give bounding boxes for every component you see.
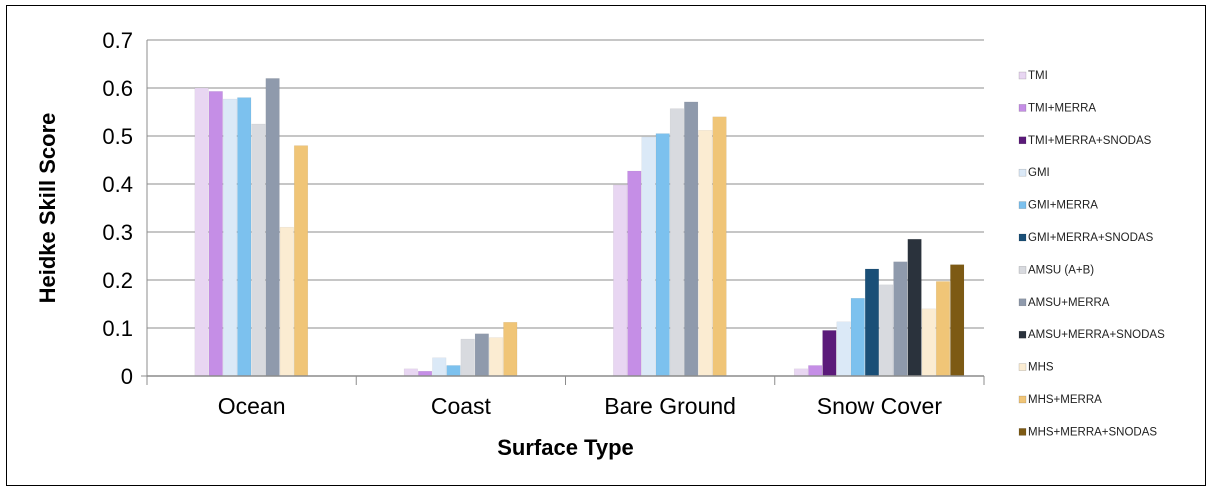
bar	[432, 357, 447, 377]
bar	[655, 133, 670, 377]
chart-frame: 0 0.1 0.2 0.3 0.4 0.5 0.6 0.7 Ocean Coast Bare Gr…	[6, 5, 1206, 486]
bar	[503, 321, 518, 377]
bar	[698, 129, 713, 377]
x-category-label: Bare Ground	[604, 393, 736, 419]
bar	[850, 297, 865, 377]
bar	[460, 338, 475, 377]
x-axis-title: Surface Type	[497, 435, 634, 460]
legend-label: TMI	[1028, 70, 1048, 82]
legend-swatch	[1018, 298, 1027, 307]
legend-swatch	[1018, 266, 1027, 274]
legend-label: TMI+MERRA	[1028, 102, 1096, 114]
bar	[194, 87, 209, 377]
legend-swatch	[1018, 136, 1027, 145]
bar	[208, 91, 223, 377]
y-tick-labels: 0 0.1 0.2 0.3 0.4 0.5 0.6 0.7	[102, 28, 133, 389]
bar	[808, 365, 823, 377]
y-axis-title: Heidke Skill Score	[35, 113, 60, 304]
legend-swatch	[1018, 168, 1027, 177]
bar	[265, 78, 280, 377]
x-category-labels: Ocean Coast Bare Ground Snow Cover	[218, 393, 943, 419]
bar	[712, 116, 727, 377]
legend-swatch	[1018, 104, 1027, 112]
bar	[935, 281, 951, 377]
x-category-label: Snow Cover	[817, 393, 943, 419]
bar	[489, 337, 504, 377]
y-tick-label: 0.3	[102, 220, 133, 245]
legend-swatch	[1018, 428, 1027, 436]
bar	[836, 321, 851, 377]
bar-chart: 0 0.1 0.2 0.3 0.4 0.5 0.6 0.7 Ocean Coast Bare Gr…	[35, 28, 1165, 460]
bar	[793, 368, 809, 377]
x-category-label: Ocean	[218, 393, 286, 419]
legend-label: AMSU+MERRA	[1028, 297, 1110, 309]
bars	[194, 78, 965, 377]
bar	[627, 170, 642, 377]
bar	[684, 101, 699, 377]
bar	[446, 365, 461, 377]
bar	[879, 284, 894, 377]
bar	[921, 308, 936, 377]
legend-swatch	[1018, 363, 1027, 371]
bar	[222, 98, 238, 377]
legend-swatch	[1018, 395, 1027, 404]
y-tick-label: 0.4	[102, 172, 133, 197]
bar	[641, 136, 656, 377]
bar	[822, 330, 837, 377]
y-tick-label: 0.1	[102, 316, 133, 341]
legend-swatch	[1018, 71, 1027, 80]
bar	[474, 333, 489, 377]
legend-swatch	[1018, 233, 1027, 242]
y-tick-label: 0	[121, 364, 133, 389]
legend-label: AMSU (A+B)	[1028, 264, 1094, 276]
y-tick-label: 0.5	[102, 124, 133, 149]
legend-label: GMI+MERRA+SNODAS	[1028, 232, 1154, 244]
bar	[669, 108, 684, 377]
legend-label: GMI	[1028, 167, 1050, 179]
legend-label: MHS+MERRA	[1028, 394, 1102, 406]
y-tick-label: 0.7	[102, 28, 133, 53]
bar	[893, 261, 908, 377]
legend-swatch	[1018, 330, 1027, 339]
legend-label: GMI+MERRA	[1028, 200, 1098, 212]
bar	[950, 264, 965, 377]
bar	[251, 123, 266, 377]
legend-label: MHS+MERRA+SNODAS	[1028, 426, 1157, 438]
y-tick-label: 0.2	[102, 268, 133, 293]
bar	[237, 97, 252, 377]
axes	[141, 40, 985, 385]
bar	[907, 238, 922, 377]
bar	[864, 268, 880, 377]
legend-swatch	[1018, 201, 1027, 209]
bar	[403, 368, 418, 377]
bar	[293, 145, 309, 377]
legend-label: AMSU+MERRA+SNODAS	[1028, 329, 1165, 341]
bar	[279, 226, 294, 377]
y-tick-label: 0.6	[102, 76, 133, 101]
bar	[613, 184, 628, 377]
legend-label: TMI+MERRA+SNODAS	[1028, 135, 1152, 147]
legend-label: MHS	[1028, 362, 1054, 374]
x-category-label: Coast	[431, 393, 492, 419]
legend: TMI TMI+MERRA TMI+MERRA+SNODAS GMI GMI+MERRA…	[1018, 70, 1165, 438]
